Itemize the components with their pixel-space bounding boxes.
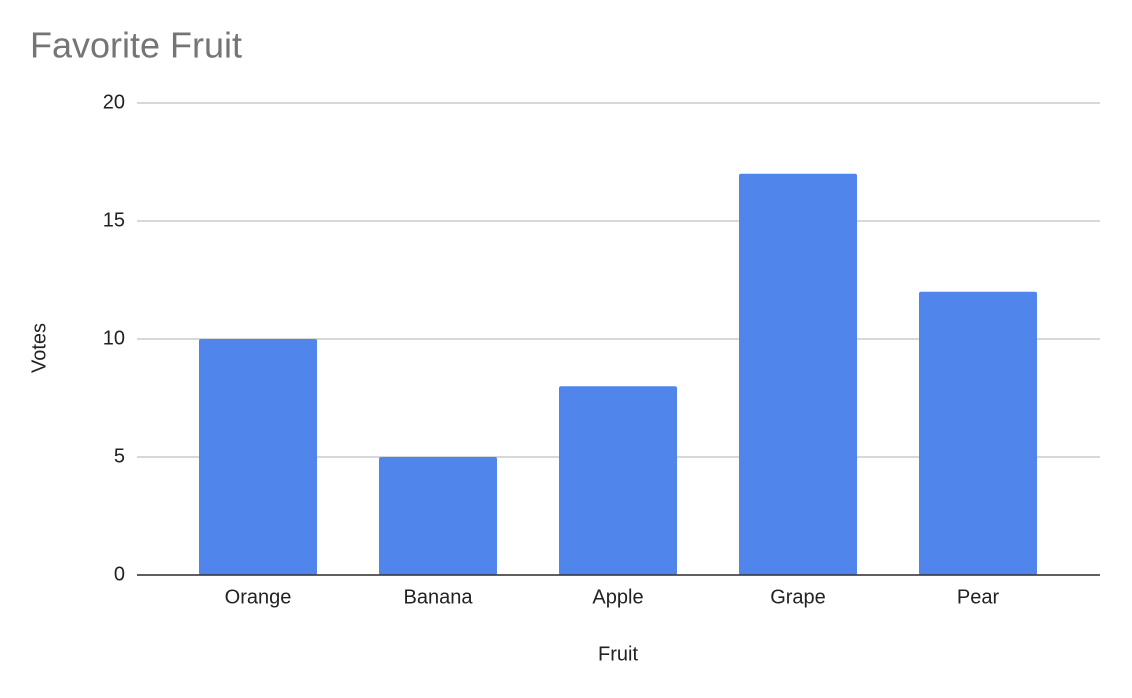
y-tick-label: 20: [103, 91, 125, 113]
bar: [919, 291, 1037, 575]
bar: [379, 457, 497, 575]
y-tick-label: 5: [114, 445, 125, 467]
chart-title: Favorite Fruit: [30, 25, 242, 66]
x-tick-label: Banana: [404, 586, 474, 608]
y-tick-label: 0: [114, 563, 125, 585]
x-axis-label: Fruit: [598, 643, 638, 665]
x-tick-label: Orange: [225, 586, 292, 608]
bar: [199, 339, 317, 575]
x-tick-label: Grape: [770, 586, 826, 608]
bar: [739, 173, 857, 576]
x-tick-label: Apple: [592, 586, 643, 608]
y-tick-label: 15: [103, 209, 125, 231]
y-axis-label: Votes: [28, 323, 50, 373]
y-tick-label: 10: [103, 327, 125, 349]
bar: [559, 386, 677, 575]
x-tick-label: Pear: [957, 586, 1000, 608]
